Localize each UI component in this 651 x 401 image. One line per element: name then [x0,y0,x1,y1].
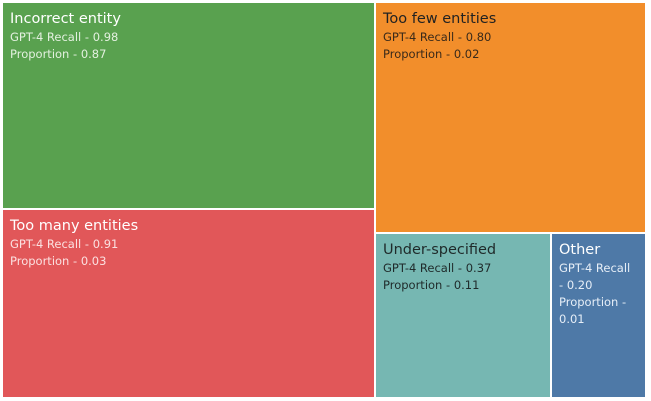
recall-label: GPT-4 Recall [383,30,455,44]
tile-title: Incorrect entity [10,11,121,27]
recall-separator: - [454,30,466,44]
recall-value: 0.20 [566,278,593,292]
proportion-separator: - [618,295,627,309]
tile-recall-line: GPT-4 Recall - 0.91 [10,236,367,253]
recall-label: GPT-4 Recall [10,30,82,44]
proportion-value: 0.02 [453,47,480,61]
recall-label: GPT-4 Recall [10,237,82,251]
recall-label: GPT-4 Recall [559,261,631,275]
treemap-tile-too-many-entities: Too many entities GPT-4 Recall - 0.91 Prop… [3,210,374,397]
proportion-label: Proportion [383,47,443,61]
proportion-separator: - [442,47,454,61]
proportion-separator: - [442,278,454,292]
recall-separator: - [81,30,93,44]
treemap-tile-too-few-entities: Too few entities GPT-4 Recall - 0.80 Propo… [376,3,645,232]
proportion-label: Proportion [10,254,70,268]
recall-separator: - [454,261,466,275]
tile-recall-line: GPT-4 Recall - 0.37 [383,260,543,277]
recall-value: 0.98 [92,30,119,44]
proportion-separator: - [69,254,81,268]
tile-recall-line: GPT-4 Recall - 0.20 [559,260,638,294]
tile-proportion-line: Proportion - 0.02 [383,46,638,63]
proportion-value: 0.11 [453,278,480,292]
proportion-label: Proportion [10,47,70,61]
tile-title: Too few entities [383,11,497,27]
proportion-value: 0.87 [80,47,107,61]
tile-title: Other [559,242,601,258]
tile-proportion-line: Proportion - 0.03 [10,253,367,270]
proportion-value: 0.03 [80,254,107,268]
recall-value: 0.80 [465,30,492,44]
proportion-value: 0.01 [559,312,585,326]
tile-proportion-line: Proportion - 0.01 [559,294,638,328]
proportion-label: Proportion [383,278,443,292]
tile-proportion-line: Proportion - 0.87 [10,46,367,63]
recall-value: 0.91 [92,237,119,251]
recall-separator: - [81,237,93,251]
tile-recall-line: GPT-4 Recall - 0.98 [10,29,367,46]
treemap-tile-incorrect-entity: Incorrect entity GPT-4 Recall - 0.98 Propo… [3,3,374,208]
recall-value: 0.37 [465,261,492,275]
recall-separator: - [559,278,567,292]
proportion-label: Proportion [559,295,619,309]
recall-label: GPT-4 Recall [383,261,455,275]
tile-title: Too many entities [10,218,139,234]
treemap-tile-other: Other GPT-4 Recall - 0.20 Proportion - 0.0… [552,234,645,397]
proportion-separator: - [69,47,81,61]
tile-title: Under-specified [383,242,497,258]
tile-proportion-line: Proportion - 0.11 [383,277,543,294]
treemap-tile-under-specified: Under-specified GPT-4 Recall - 0.37 Propor… [376,234,550,397]
tile-recall-line: GPT-4 Recall - 0.80 [383,29,638,46]
